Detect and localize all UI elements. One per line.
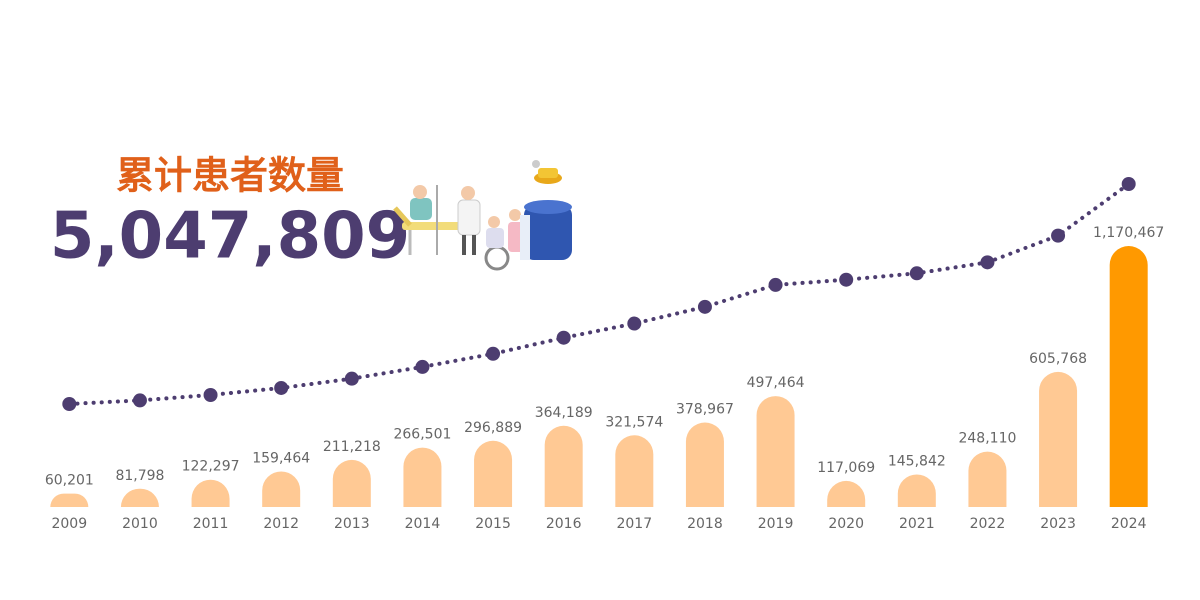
- value-label: 497,464: [747, 375, 805, 391]
- line-point: [62, 397, 77, 411]
- line-point: [1051, 228, 1066, 243]
- line-point: [274, 380, 289, 395]
- line-point: [1121, 177, 1136, 191]
- bar: [685, 422, 724, 507]
- bar: [1039, 371, 1078, 507]
- value-label: 378,967: [676, 401, 734, 417]
- x-tick-label: 2017: [616, 516, 652, 532]
- x-tick-label: 2018: [687, 516, 723, 532]
- line-point: [768, 277, 783, 292]
- value-label: 145,842: [888, 453, 946, 469]
- x-tick-label: 2021: [899, 516, 935, 532]
- bar: [120, 488, 159, 507]
- bar: [403, 447, 442, 507]
- x-tick-label: 2016: [546, 516, 582, 532]
- value-label: 296,889: [464, 420, 522, 436]
- line-point: [486, 346, 501, 361]
- line-point: [132, 393, 147, 408]
- line-point: [980, 255, 995, 270]
- line: [67, 182, 1131, 406]
- x-tick-label: 2019: [758, 516, 794, 532]
- x-tick-label: 2014: [405, 516, 441, 532]
- line-point: [839, 272, 854, 287]
- chart-title: 累计患者数量: [116, 154, 344, 198]
- bar: [615, 435, 654, 507]
- bar: [968, 451, 1007, 507]
- value-label: 81,798: [115, 468, 164, 484]
- line-point: [203, 387, 218, 402]
- bar: [827, 480, 866, 507]
- x-tick-label: 2011: [193, 516, 229, 532]
- bar: [191, 479, 230, 507]
- line-point: [909, 266, 924, 281]
- x-tick-label: 2010: [122, 516, 158, 532]
- x-tick-label: 2009: [51, 516, 87, 532]
- line-point: [415, 359, 430, 374]
- bar: [262, 471, 301, 507]
- bar: [897, 474, 936, 507]
- value-label: 122,297: [182, 459, 240, 475]
- line-point: [627, 316, 642, 331]
- bar: [332, 459, 371, 507]
- value-label: 211,218: [323, 439, 381, 455]
- value-label: 117,069: [817, 460, 875, 476]
- bar: [474, 440, 513, 507]
- value-label: 266,501: [393, 427, 451, 443]
- x-tick-label: 2013: [334, 516, 370, 532]
- bar: [1109, 246, 1148, 507]
- x-tick-label: 2023: [1040, 516, 1076, 532]
- line-point: [697, 299, 712, 314]
- line-point: [556, 330, 571, 345]
- bar: [756, 396, 795, 507]
- value-label: 321,574: [605, 414, 663, 430]
- bar: [50, 493, 89, 507]
- value-label: 159,464: [252, 450, 310, 466]
- value-label: 364,189: [535, 405, 593, 421]
- x-tick-label: 2012: [263, 516, 299, 532]
- total-value: 5,047,809: [50, 200, 410, 274]
- value-label: 1,170,467: [1093, 225, 1164, 241]
- line-point: [344, 371, 359, 386]
- value-label: 248,110: [958, 431, 1016, 447]
- bar: [544, 425, 583, 507]
- x-tick-label: 2020: [828, 516, 864, 532]
- x-tick-label: 2015: [475, 516, 511, 532]
- x-tick-label: 2024: [1111, 516, 1147, 532]
- value-label: 60,201: [45, 473, 94, 489]
- value-label: 605,768: [1029, 351, 1087, 367]
- x-tick-label: 2022: [970, 516, 1006, 532]
- illustration: [393, 160, 572, 271]
